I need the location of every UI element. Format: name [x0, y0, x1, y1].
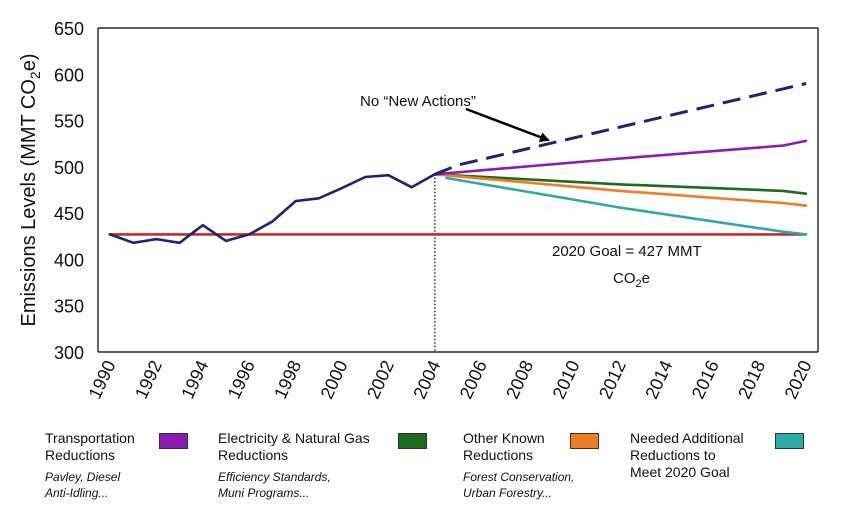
legend-line: Other Known — [463, 430, 545, 446]
chart-axes — [97, 27, 819, 353]
legend-desc-line: Efficiency Standards, — [218, 470, 331, 484]
x-tick-label: 2020 — [781, 357, 816, 402]
legend-name-transportation: Transportation Reductions — [45, 430, 195, 464]
legend-item-other-known: Other Known Reductions Forest Conservati… — [463, 430, 603, 501]
no-new-actions-annotation: No “New Actions” — [360, 93, 550, 142]
legend-desc-line: Muni Programs... — [218, 486, 310, 500]
goal-label-line1: 2020 Goal = 427 MMT — [552, 243, 702, 260]
legend-desc-transportation: Pavley, Diesel Anti-Idling... — [45, 469, 195, 501]
legend-line: Reductions — [218, 447, 289, 463]
legend-swatch-needed-additional — [775, 433, 804, 449]
y-tick-label: 450 — [54, 204, 84, 224]
legend-desc-other-known: Forest Conservation, Urban Forestry... — [463, 469, 603, 501]
x-tick-label: 2014 — [641, 357, 676, 402]
x-tick-label: 2000 — [317, 357, 352, 402]
legend-name-needed-additional: Needed Additional Reductions to Meet 202… — [630, 430, 820, 481]
y-tick-label: 350 — [54, 297, 84, 317]
no-new-actions-arrow — [465, 107, 550, 142]
legend-swatch-transportation — [159, 433, 188, 449]
legend-item-needed-additional: Needed Additional Reductions to Meet 202… — [630, 430, 820, 481]
x-tick-label: 1996 — [224, 357, 259, 402]
x-tick-label: 1990 — [85, 357, 120, 402]
series-line-transportation-reductions — [433, 139, 808, 176]
x-tick-label: 2012 — [595, 357, 630, 402]
legend-line: Reductions to — [630, 447, 716, 463]
legend-desc-line: Anti-Idling... — [45, 486, 109, 500]
legend-line: Electricity & Natural Gas — [218, 430, 370, 446]
x-tick-label: 2016 — [688, 357, 723, 402]
goal-label-co: CO — [613, 270, 636, 287]
x-tick-label: 1994 — [177, 357, 212, 402]
y-tick-label: 600 — [54, 65, 84, 85]
series-line-historical — [108, 173, 437, 245]
legend-line: Reductions — [463, 447, 534, 463]
goal-annotation: 2020 Goal = 427 MMT CO2e — [552, 243, 702, 290]
series-group — [108, 82, 808, 245]
y-tick-label: 300 — [54, 343, 84, 363]
legend-desc-line: Pavley, Diesel — [45, 470, 121, 484]
legend-desc-electricity: Efficiency Standards, Muni Programs... — [218, 469, 433, 501]
x-tick-label: 2004 — [409, 357, 444, 402]
y-axis-label-main: Emissions Levels (MMT CO — [18, 79, 40, 326]
legend-line: Meet 2020 Goal — [630, 464, 730, 480]
legend-desc-line: Urban Forestry... — [463, 486, 553, 500]
series-line-needed-additional-reductions-to-meet-2020-goal — [445, 176, 808, 236]
goal-label-line2: CO2e — [613, 270, 650, 290]
legend-line: Transportation — [45, 430, 135, 446]
legend-swatch-other-known — [570, 433, 599, 449]
legend-line: Reductions — [45, 447, 116, 463]
series-line-no-new-actions — [434, 82, 807, 176]
series-line-other-known-reductions — [433, 173, 808, 207]
x-tick-label: 1992 — [131, 357, 166, 402]
legend-item-transportation: Transportation Reductions Pavley, Diesel… — [45, 430, 195, 501]
x-tick-label: 2002 — [363, 357, 398, 402]
y-tick-labels: 300 350 400 450 500 550 600 650 — [54, 19, 84, 363]
x-tick-label: 2008 — [502, 357, 537, 402]
x-tick-label: 1998 — [270, 357, 305, 402]
y-axis-label-subscript: 2 — [27, 71, 43, 79]
y-tick-label: 550 — [54, 112, 84, 132]
y-axis-label-end: e) — [18, 53, 40, 71]
x-tick-label: 2006 — [456, 357, 491, 402]
goal-label-subscript: 2 — [636, 278, 642, 290]
x-tick-labels: 1990 1992 1994 1996 1998 2000 2002 2004 2006 2008… — [85, 357, 816, 402]
y-tick-label: 400 — [54, 250, 84, 270]
legend-line: Needed Additional — [630, 430, 744, 446]
legend-desc-line: Forest Conservation, — [463, 470, 575, 484]
legend-swatch-electricity — [398, 433, 427, 449]
y-tick-label: 500 — [54, 158, 84, 178]
y-axis-label: Emissions Levels (MMT CO2e) — [18, 53, 43, 326]
legend-name-other-known: Other Known Reductions — [463, 430, 603, 464]
y-tick-label: 650 — [54, 19, 84, 39]
legend-name-electricity: Electricity & Natural Gas Reductions — [218, 430, 433, 464]
goal-label-e: e — [642, 270, 650, 287]
x-tick-label: 2018 — [734, 357, 769, 402]
legend-item-electricity: Electricity & Natural Gas Reductions Eff… — [218, 430, 433, 501]
series-line-electricity-natural-gas-reductions — [433, 173, 808, 195]
x-tick-label: 2010 — [549, 357, 584, 402]
no-new-actions-label: No “New Actions” — [360, 93, 476, 110]
